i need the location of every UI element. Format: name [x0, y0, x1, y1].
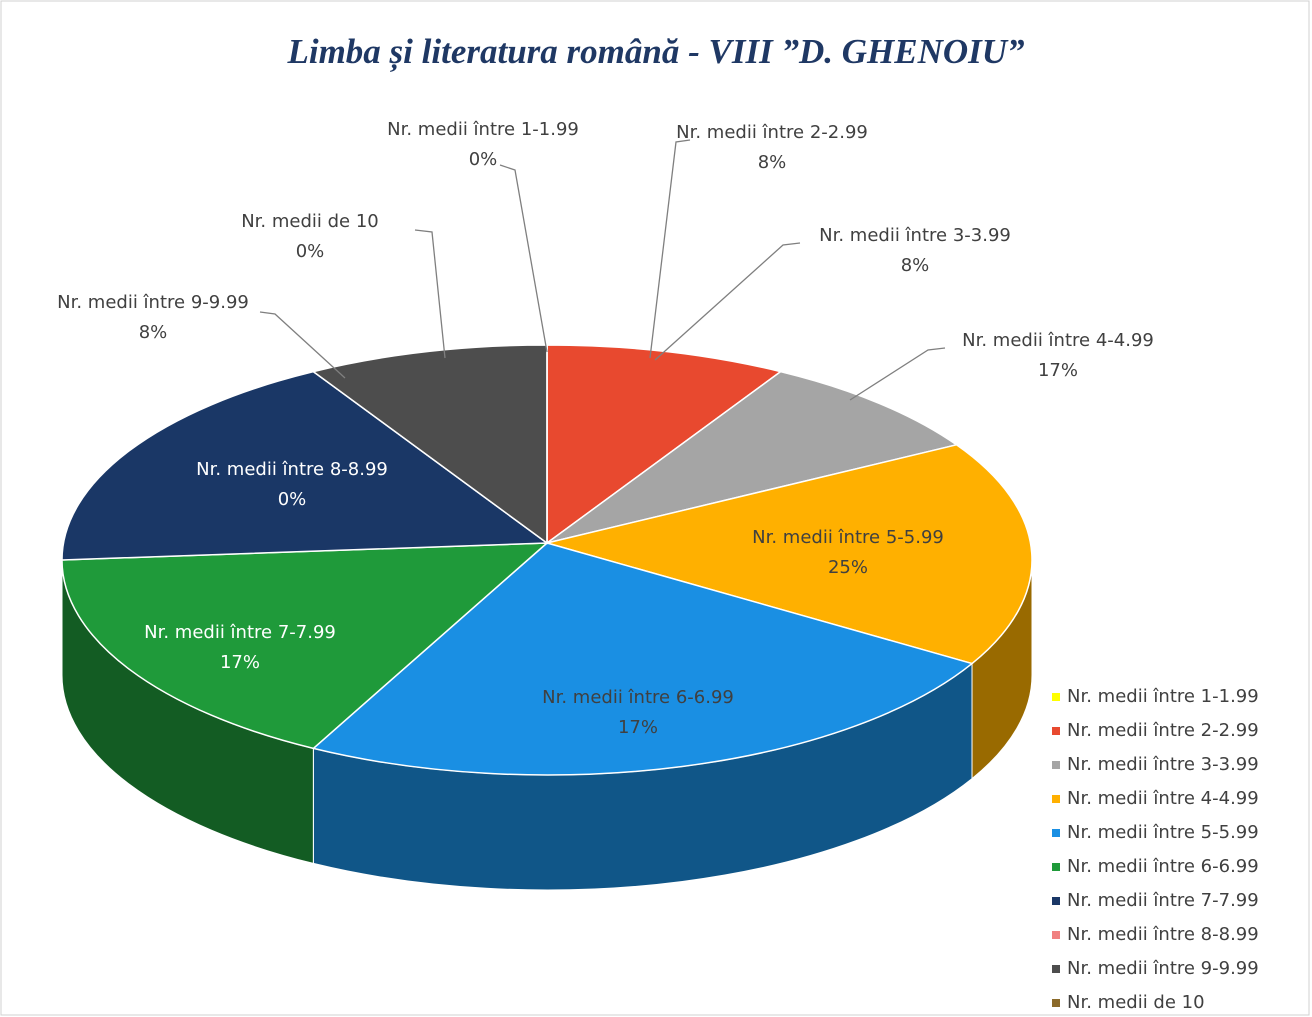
data-label-value: 0%: [296, 241, 325, 262]
pie-tops: [61, 344, 1033, 776]
slice: [61, 542, 550, 750]
pie-sides: [61, 559, 1033, 891]
data-label-name: Nr. medii între 4-4.99: [962, 330, 1154, 351]
legend-label: Nr. medii între 7-7.99: [1067, 890, 1259, 911]
legend-label: Nr. medii de 10: [1067, 992, 1205, 1013]
slice: [544, 443, 1033, 665]
data-label-value: 0%: [469, 149, 498, 170]
data-label-name: Nr. medii între 3-3.99: [819, 225, 1011, 246]
leader-line: [654, 242, 801, 361]
data-label-name: Nr. medii între 9-9.99: [57, 292, 249, 313]
legend-marker: [1052, 931, 1060, 939]
legend-marker: [1052, 965, 1060, 973]
legend-label: Nr. medii între 6-6.99: [1067, 856, 1259, 877]
legend-marker: [1052, 897, 1060, 905]
data-labels: Nr. medii între 1-1.99 0% Nr. medii între …: [57, 119, 1154, 738]
leader-line: [849, 347, 946, 401]
legend-label: Nr. medii între 1-1.99: [1067, 686, 1259, 707]
legend-marker: [1052, 693, 1060, 701]
leader-line: [414, 229, 446, 359]
legend-label: Nr. medii între 8-8.99: [1067, 924, 1259, 945]
slice: [546, 344, 783, 545]
data-label-name: Nr. medii între 1-1.99: [387, 119, 579, 140]
data-label-value: 17%: [618, 717, 658, 738]
data-label-value: 8%: [139, 322, 168, 343]
legend-marker: [1052, 999, 1060, 1007]
legend-label: Nr. medii între 4-4.99: [1067, 788, 1259, 809]
legend-marker: [1052, 829, 1060, 837]
legend-label: Nr. medii între 2-2.99: [1067, 720, 1259, 741]
legend-label: Nr. medii între 9-9.99: [1067, 958, 1259, 979]
data-label-value: 0%: [278, 489, 307, 510]
leader-line: [499, 164, 548, 353]
data-label-value: 17%: [220, 652, 260, 673]
legend: Nr. medii între 1-1.99 Nr. medii între 2-…: [1052, 686, 1259, 1013]
legend-marker: [1052, 761, 1060, 769]
data-label-name: Nr. medii între 2-2.99: [676, 122, 868, 143]
data-label-value: 8%: [758, 152, 787, 173]
data-label-name: Nr. medii între 5-5.99: [752, 527, 944, 548]
data-label-name: Nr. medii între 8-8.99: [196, 459, 388, 480]
legend-label: Nr. medii între 5-5.99: [1067, 822, 1259, 843]
slice: [61, 370, 550, 561]
data-label-name: Nr. medii între 7-7.99: [144, 622, 336, 643]
leader-line: [649, 139, 691, 359]
chart-title: Limba și literatura română - VIII ”D. GH…: [286, 32, 1024, 72]
legend-marker: [1052, 795, 1060, 803]
legend-label: Nr. medii între 3-3.99: [1067, 754, 1259, 775]
data-label-value: 17%: [1038, 360, 1078, 381]
slice: [546, 370, 959, 544]
data-label-name: Nr. medii de 10: [241, 211, 379, 232]
data-label-name: Nr. medii între 6-6.99: [542, 687, 734, 708]
leader-line: [259, 311, 346, 379]
data-label-value: 25%: [828, 557, 868, 578]
legend-marker: [1052, 863, 1060, 871]
slice: [311, 542, 974, 776]
legend-marker: [1052, 727, 1060, 735]
data-label-value: 8%: [901, 255, 930, 276]
slice: [311, 344, 548, 545]
